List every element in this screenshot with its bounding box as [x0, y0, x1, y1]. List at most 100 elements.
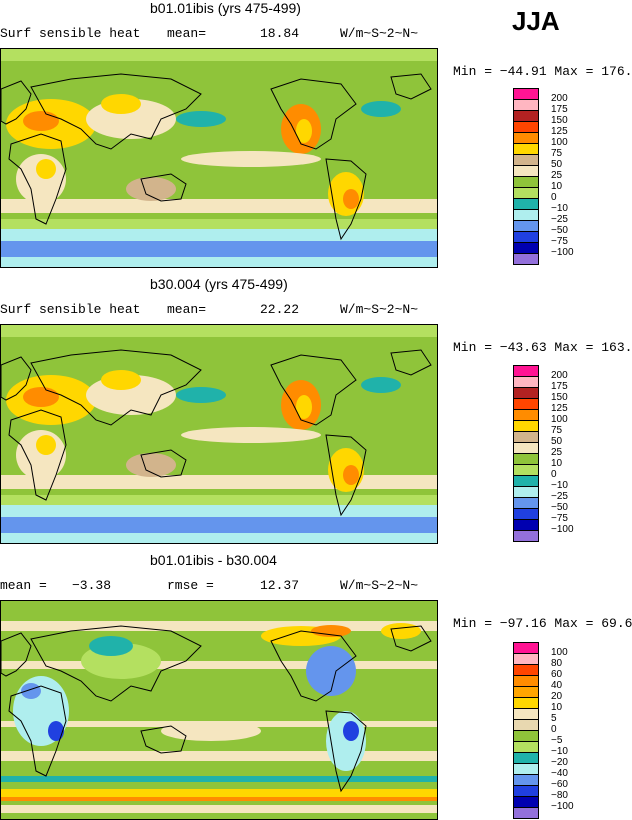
- panel-1-units: W/m~S~2~N~: [340, 26, 419, 41]
- panel-1-minmax: Min = −44.91 Max = 176.58: [453, 64, 632, 79]
- field-blob: [21, 683, 41, 699]
- coastline: [325, 710, 367, 793]
- field-blob: [126, 453, 176, 477]
- colorbar-label: −60: [551, 779, 568, 790]
- panel-3-minmax: Min = −97.16 Max = 69.68: [453, 616, 632, 631]
- colorbar-label: 10: [551, 458, 563, 469]
- panel-1-title: b01.01ibis (yrs 475-499): [150, 0, 301, 16]
- field-band: [1, 805, 437, 813]
- colorbar-label: −75: [551, 236, 568, 247]
- field-blob: [36, 159, 56, 179]
- field-band: [1, 325, 437, 337]
- colorbar-label: −10: [551, 480, 568, 491]
- field-blob: [343, 721, 359, 741]
- colorbar-label: 125: [551, 126, 568, 137]
- colorbar-label: 175: [551, 381, 568, 392]
- colorbar-swatch: [513, 807, 539, 819]
- coastline: [30, 625, 202, 702]
- panel-1-mean-label: mean=: [167, 26, 207, 41]
- colorbar-label: −25: [551, 491, 568, 502]
- colorbar-label: −75: [551, 513, 568, 524]
- coastline: [8, 409, 67, 501]
- colorbar-label: 0: [551, 724, 557, 735]
- field-blob: [343, 189, 359, 209]
- colorbar-label: 50: [551, 436, 563, 447]
- panel-1-map: [0, 48, 438, 268]
- colorbar-label: −5: [551, 735, 563, 746]
- field-band: [1, 533, 437, 543]
- field-band: [1, 789, 437, 797]
- field-band: [1, 229, 437, 241]
- field-blob: [23, 111, 59, 131]
- colorbar-label: 200: [551, 370, 568, 381]
- colorbar-label: 10: [551, 702, 563, 713]
- field-blob: [296, 119, 312, 143]
- colorbar-label: 0: [551, 469, 557, 480]
- coastline: [270, 78, 357, 150]
- field-base: [1, 601, 437, 819]
- field-band: [1, 776, 437, 782]
- field-blob: [361, 377, 401, 393]
- panel-3-units: W/m~S~2~N~: [340, 578, 419, 593]
- field-band: [1, 199, 437, 213]
- colorbar-label: 10: [551, 181, 563, 192]
- panel-3-mean-value: −3.38: [72, 578, 112, 593]
- colorbar-label: −10: [551, 203, 568, 214]
- coastline: [270, 354, 357, 426]
- panel-2-title: b30.004 (yrs 475-499): [150, 276, 288, 292]
- field-band: [1, 505, 437, 517]
- colorbar-label: 150: [551, 392, 568, 403]
- field-blob: [361, 101, 401, 117]
- colorbar-swatch: [513, 253, 539, 265]
- field-blob: [181, 427, 321, 443]
- panel-3-mean-label: mean =: [0, 578, 47, 593]
- field-blob: [176, 111, 226, 127]
- field-blob: [126, 177, 176, 201]
- field-blob: [23, 387, 59, 407]
- colorbar-label: 0: [551, 192, 557, 203]
- coastline: [30, 349, 202, 426]
- coastline: [325, 434, 367, 517]
- field-band: [1, 751, 437, 761]
- colorbar-label: −40: [551, 768, 568, 779]
- field-band: [1, 475, 437, 489]
- colorbar-label: 80: [551, 658, 563, 669]
- panel-2-minmax: Min = −43.63 Max = 163.99: [453, 340, 632, 355]
- coastline: [1, 80, 32, 125]
- colorbar-label: −80: [551, 790, 568, 801]
- field-blob: [296, 395, 312, 419]
- panel-2-map: [0, 324, 438, 544]
- panel-3-rmse-value: 12.37: [260, 578, 300, 593]
- field-blob: [101, 370, 141, 390]
- field-blob: [161, 721, 261, 741]
- field-band: [1, 495, 437, 505]
- coastline: [390, 349, 432, 376]
- colorbar-label: 100: [551, 414, 568, 425]
- coastline: [140, 449, 187, 478]
- colorbar-label: 50: [551, 159, 563, 170]
- field-blob: [381, 623, 421, 639]
- colorbar-label: 25: [551, 447, 563, 458]
- field-blob: [326, 711, 366, 771]
- field-blob: [181, 151, 321, 167]
- colorbar-label: 150: [551, 115, 568, 126]
- colorbar-label: −100: [551, 247, 574, 258]
- panel-1-variable-label: Surf sensible heat: [0, 26, 141, 41]
- colorbar-label: 40: [551, 680, 563, 691]
- colorbar-label: −10: [551, 746, 568, 757]
- field-blob: [36, 435, 56, 455]
- coastline: [30, 73, 202, 150]
- panel-2-mean-label: mean=: [167, 302, 207, 317]
- field-blob: [101, 94, 141, 114]
- panel-2-units: W/m~S~2~N~: [340, 302, 419, 317]
- panel-3-map: [0, 600, 438, 820]
- field-band: [1, 257, 437, 267]
- panel-2-mean-value: 22.22: [260, 302, 300, 317]
- colorbar-label: 100: [551, 137, 568, 148]
- colorbar-label: 75: [551, 425, 563, 436]
- coastline: [1, 356, 32, 401]
- field-blob: [176, 387, 226, 403]
- coastline: [390, 625, 432, 652]
- field-blob: [343, 465, 359, 485]
- panel-3-title: b01.01ibis - b30.004: [150, 552, 277, 568]
